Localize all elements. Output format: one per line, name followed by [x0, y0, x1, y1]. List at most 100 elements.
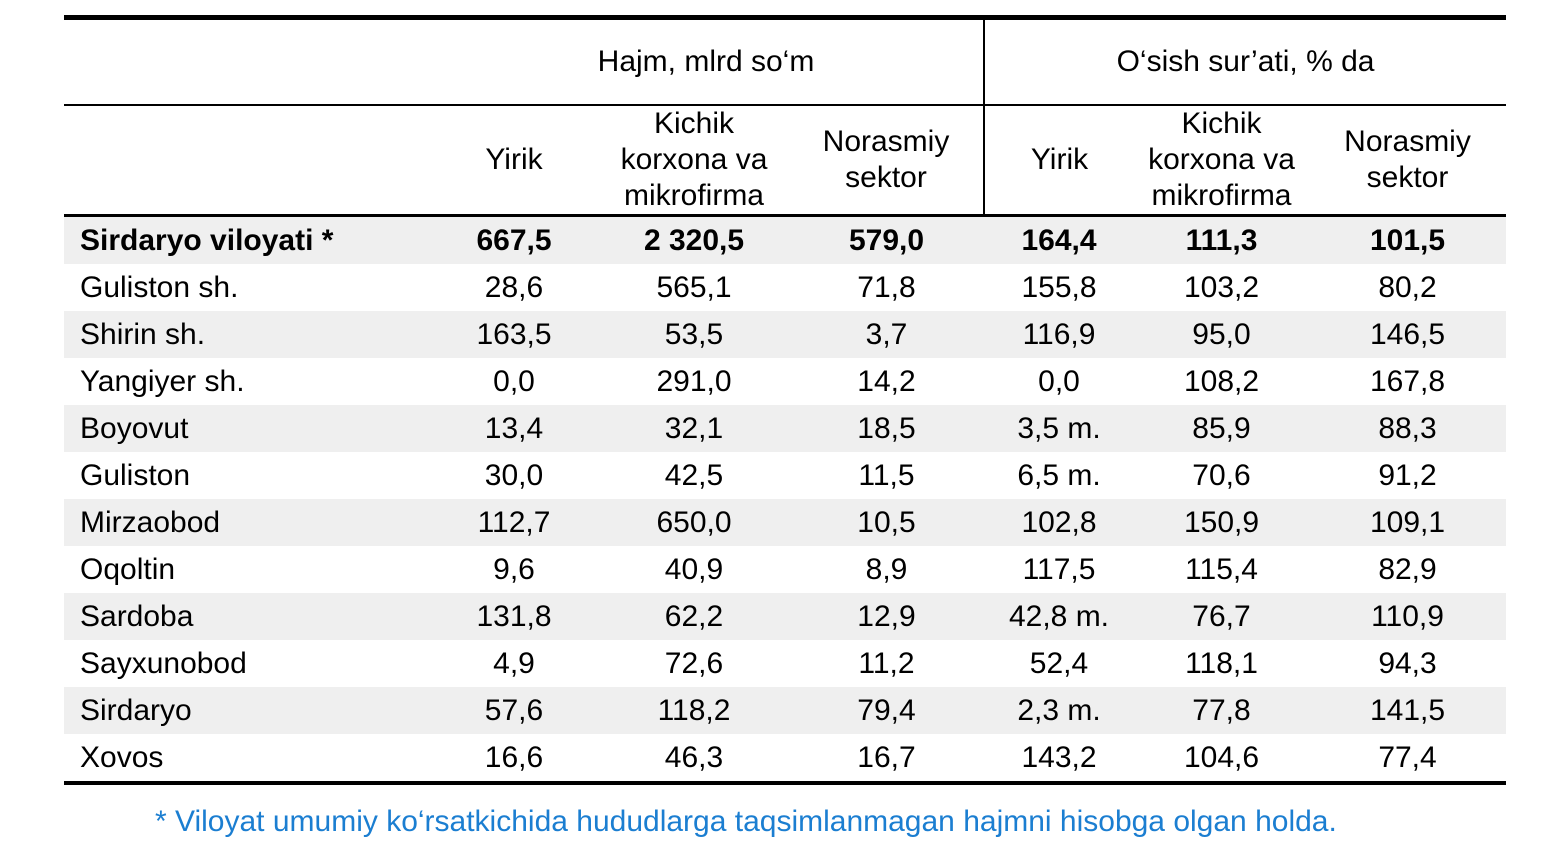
value-cell: 57,6	[484, 693, 544, 727]
empty-name-header-cell	[64, 105, 429, 217]
value-cell: 112,7	[477, 505, 551, 539]
table-row: Oqoltin 9,6 40,9 8,9 117,5 115,4 82,9	[64, 546, 1506, 593]
value-cell: 16,7	[857, 740, 916, 774]
value-cell: 565,1	[656, 270, 732, 304]
table-row: Shirin sh. 163,5 53,5 3,7 116,9 95,0 146,5	[64, 311, 1507, 358]
value-cell: 77,4	[1378, 740, 1437, 774]
value-cell: 94,3	[1378, 646, 1437, 680]
region-name: Sirdaryo viloyati *	[80, 223, 334, 257]
value-cell: 13,4	[484, 411, 544, 445]
value-cell: 95,0	[1192, 317, 1251, 351]
col-header-norasmiy-osish: Norasmiy sektor	[1309, 105, 1507, 217]
value-cell: 291,0	[656, 364, 732, 398]
value-cell: 2,3 m.	[1017, 693, 1101, 727]
value-cell: 10,5	[857, 505, 916, 539]
value-cell: 3,7	[865, 317, 908, 351]
value-cell: 88,3	[1378, 411, 1437, 445]
value-cell: 46,3	[664, 740, 724, 774]
empty-corner-cell	[64, 17, 429, 106]
value-cell: 579,0	[848, 223, 925, 257]
value-cell: 163,5	[476, 317, 552, 351]
value-cell: 111,3	[1185, 223, 1258, 257]
value-cell: 82,9	[1378, 552, 1437, 586]
value-cell: 116,9	[1022, 317, 1096, 351]
value-cell: 32,1	[664, 411, 724, 445]
value-cell: 118,1	[1185, 646, 1258, 680]
value-cell: 167,8	[1369, 364, 1446, 398]
col-header-yirik-osish: Yirik	[983, 105, 1134, 217]
value-cell: 16,6	[484, 740, 544, 774]
value-cell: 85,9	[1192, 411, 1251, 445]
value-cell: 3,5 m.	[1017, 411, 1101, 445]
value-cell: 76,7	[1192, 599, 1251, 633]
report-page: Hajm, mlrd so‘m O‘sish sur’ati, % da Yir…	[0, 15, 1562, 864]
value-cell: 42,8 m.	[1008, 599, 1110, 633]
value-cell: 115,4	[1185, 552, 1258, 586]
value-cell: 102,8	[1021, 505, 1097, 539]
value-cell: 108,2	[1183, 364, 1260, 398]
value-cell: 143,2	[1021, 740, 1097, 774]
value-cell: 28,6	[484, 270, 544, 304]
value-cell: 4,9	[493, 646, 535, 680]
region-name: Sardoba	[80, 599, 194, 633]
value-cell: 11,5	[858, 458, 915, 492]
region-name: Guliston sh.	[80, 270, 239, 304]
value-cell: 150,9	[1183, 505, 1260, 539]
value-cell: 79,4	[857, 693, 916, 727]
sub-header-row: Yirik Kichik korxona va mikrofirma Noras…	[64, 105, 1507, 217]
value-cell: 52,4	[1029, 646, 1089, 680]
statistics-table: Hajm, mlrd so‘m O‘sish sur’ati, % da Yir…	[64, 15, 1507, 785]
value-cell: 12,9	[857, 599, 916, 633]
table-row: Xovos 16,6 46,3 16,7 143,2 104,6 77,4	[64, 734, 1506, 783]
table-row: Sardoba 131,8 62,2 12,9 42,8 m. 76,7 110,9	[64, 593, 1507, 640]
region-name: Boyovut	[80, 411, 189, 445]
region-name: Guliston	[80, 458, 191, 492]
value-cell: 18,5	[857, 411, 916, 445]
value-cell: 40,9	[664, 552, 724, 586]
region-name: Oqoltin	[80, 552, 176, 586]
value-cell: 103,2	[1183, 270, 1260, 304]
region-name: Yangiyer sh.	[80, 364, 245, 398]
table-row: Guliston sh. 28,6 565,1 71,8 155,8 103,2 80,2	[64, 264, 1506, 311]
value-cell: 110,9	[1371, 599, 1444, 633]
table-row: Sirdaryo 57,6 118,2 79,4 2,3 m. 77,8 141,5	[64, 687, 1507, 734]
value-cell: 71,8	[857, 270, 916, 304]
value-cell: 0,0	[1038, 364, 1080, 398]
value-cell: 9,6	[493, 552, 535, 586]
value-cell: 6,5 m.	[1017, 458, 1101, 492]
value-cell: 14,2	[857, 364, 916, 398]
value-cell: 72,6	[664, 646, 724, 680]
col-header-yirik-hajm: Yirik	[429, 105, 599, 217]
group-header-row: Hajm, mlrd so‘m O‘sish sur’ati, % da	[64, 17, 1507, 106]
value-cell: 0,0	[493, 364, 535, 398]
region-name: Xovos	[80, 740, 164, 774]
table-row: Boyovut 13,4 32,1 18,5 3,5 m. 85,9 88,3	[64, 405, 1507, 452]
group-header-hajm: Hajm, mlrd so‘m	[429, 17, 984, 106]
value-cell: 80,2	[1378, 270, 1437, 304]
value-cell: 146,5	[1369, 317, 1446, 351]
value-cell: 91,2	[1378, 458, 1437, 492]
value-cell: 117,5	[1022, 552, 1096, 586]
region-name: Sirdaryo	[80, 693, 192, 727]
value-cell: 118,2	[657, 693, 731, 727]
table-footnote: * Viloyat umumiy ko‘rsatkichida hududlar…	[155, 805, 1337, 838]
table-row: Mirzaobod 112,7 650,0 10,5 102,8 150,9 109,1	[64, 499, 1507, 546]
region-name: Sayxunobod	[80, 646, 247, 680]
value-cell: 667,5	[476, 223, 552, 257]
table-row: Yangiyer sh. 0,0 291,0 14,2 0,0 108,2 167,8	[64, 358, 1506, 405]
value-cell: 30,0	[484, 458, 544, 492]
value-cell: 2 320,5	[643, 223, 745, 257]
value-cell: 164,4	[1021, 223, 1097, 257]
value-cell: 11,2	[858, 646, 915, 680]
table-body: Sirdaryo viloyati * 667,5 2 320,5 579,0 164,…	[64, 215, 1507, 784]
col-header-norasmiy-hajm: Norasmiy sektor	[789, 105, 984, 217]
value-cell: 109,1	[1369, 505, 1446, 539]
value-cell: 131,8	[476, 599, 552, 633]
value-cell: 62,2	[664, 599, 724, 633]
region-name: Shirin sh.	[80, 317, 206, 351]
region-name: Mirzaobod	[80, 505, 221, 539]
value-cell: 77,8	[1192, 693, 1251, 727]
col-header-kichik-osish: Kichik korxona va mikrofirma	[1134, 105, 1309, 217]
value-cell: 42,5	[664, 458, 724, 492]
table-row: Sirdaryo viloyati * 667,5 2 320,5 579,0 164,…	[64, 215, 1507, 264]
